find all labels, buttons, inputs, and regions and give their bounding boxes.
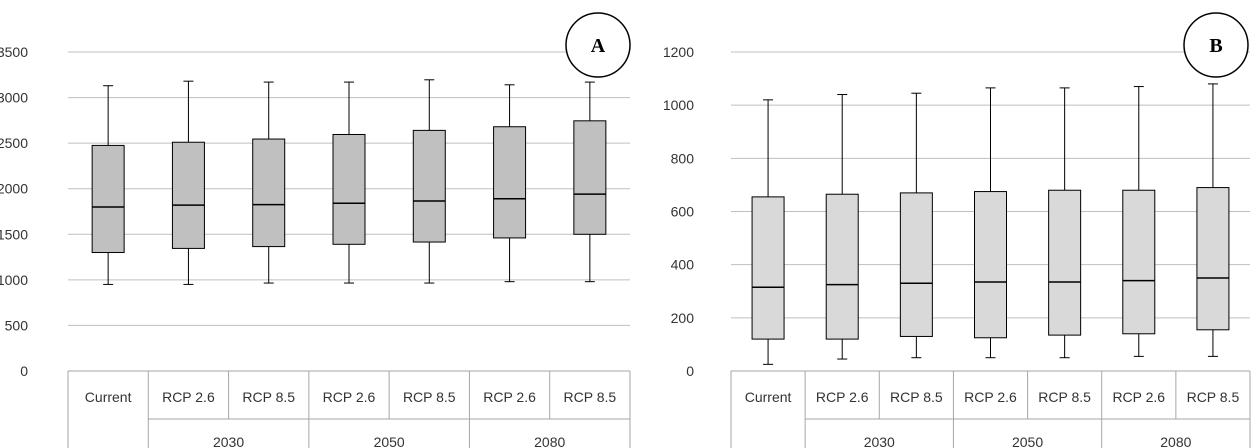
- box-iqr: [412, 129, 446, 243]
- x-tick-label: RCP 2.6: [483, 389, 536, 405]
- box-iqr: [493, 126, 527, 239]
- panel-label: B: [1209, 35, 1222, 57]
- box-iqr: [899, 192, 933, 337]
- y-tick-label: 1000: [0, 272, 28, 288]
- y-tick-label: 200: [671, 310, 695, 326]
- panel-label-circle: [1183, 12, 1249, 78]
- x-group-label: 2030: [864, 434, 895, 448]
- box-iqr: [751, 196, 785, 340]
- x-tick-label: RCP 8.5: [242, 389, 295, 405]
- x-tick-label: Current: [745, 389, 792, 405]
- y-tick-label: 500: [5, 317, 29, 333]
- x-group-label: 2080: [534, 434, 565, 448]
- y-tick-label: 3000: [0, 90, 28, 106]
- box-iqr: [332, 133, 366, 245]
- chart-panel-a: 0 500 1000 1500 2000 2500 3000 3500 Current RCP 2…: [0, 12, 631, 448]
- x-tick-label: RCP 2.6: [964, 389, 1017, 405]
- box-iqr: [974, 191, 1007, 339]
- x-tick-label: RCP 8.5: [403, 389, 456, 405]
- y-tick-label: 2500: [0, 135, 28, 151]
- y-tick-label: 3500: [0, 44, 28, 60]
- x-group-label: 2050: [1012, 434, 1043, 448]
- y-tick-label: 600: [671, 204, 695, 220]
- x-tick-label: RCP 8.5: [1187, 389, 1240, 405]
- x-tick-label: RCP 8.5: [890, 389, 943, 405]
- y-tick-label: 400: [671, 257, 695, 273]
- y-tick-label: 0: [686, 363, 694, 379]
- box-iqr: [825, 193, 859, 340]
- x-tick-label: RCP 8.5: [564, 389, 617, 405]
- box-iqr: [573, 120, 607, 235]
- y-tick-label: 0: [20, 363, 28, 379]
- x-tick-label: RCP 2.6: [323, 389, 376, 405]
- y-tick-label: 1000: [663, 97, 694, 113]
- x-tick-label: RCP 2.6: [816, 389, 869, 405]
- x-tick-label: RCP 8.5: [1038, 389, 1091, 405]
- x-group-label: 2050: [374, 434, 405, 448]
- y-tick-label: 1200: [663, 44, 694, 60]
- x-tick-label: RCP 2.6: [162, 389, 215, 405]
- box-iqr: [91, 144, 125, 254]
- y-tick-label: 2000: [0, 181, 28, 197]
- y-tick-label: 1500: [0, 226, 28, 242]
- box-iqr: [252, 138, 286, 248]
- x-group-label: 2030: [213, 434, 244, 448]
- x-tick-label: Current: [85, 389, 132, 405]
- x-tick-label: RCP 2.6: [1112, 389, 1165, 405]
- panel-label-circle: [565, 12, 631, 78]
- box-iqr: [171, 141, 205, 249]
- box-iqr: [1122, 189, 1156, 335]
- box-iqr: [1048, 189, 1082, 336]
- chart-panel-b: 0 200 400 600 800 1000 1200 Current RCP 2.6 RCP 8…: [663, 12, 1251, 448]
- x-group-label: 2080: [1160, 434, 1191, 448]
- panel-label: A: [591, 35, 606, 57]
- box-iqr: [1196, 187, 1230, 331]
- y-tick-label: 800: [671, 150, 695, 166]
